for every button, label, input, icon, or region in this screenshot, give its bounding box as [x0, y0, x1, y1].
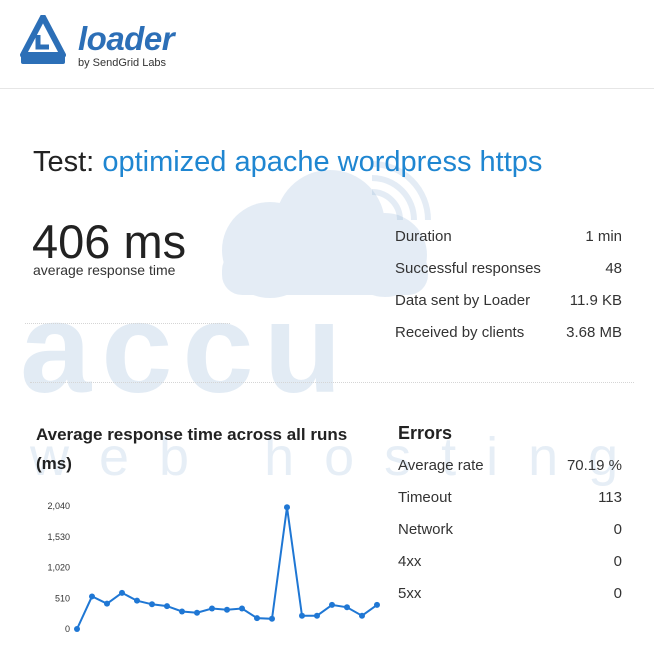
data-point[interactable]: [344, 604, 350, 611]
data-point[interactable]: [104, 600, 110, 607]
stat-row-successful-responses: Successful responses 48: [395, 260, 622, 277]
error-label: Timeout: [398, 489, 452, 506]
data-point[interactable]: [299, 612, 305, 619]
error-row-5xx: 5xx 0: [398, 585, 622, 602]
loader-logo-icon: [20, 15, 66, 64]
errors-title: Errors: [398, 423, 453, 443]
stat-row-received: Received by clients 3.68 MB: [395, 324, 622, 341]
data-point[interactable]: [209, 605, 215, 612]
y-tick-label: 1,530: [47, 532, 70, 542]
header: loader by SendGrid Labs: [0, 0, 654, 89]
stat-row-data-sent: Data sent by Loader 11.9 KB: [395, 292, 622, 309]
stat-row-duration: Duration 1 min: [395, 228, 622, 245]
error-label: 5xx: [398, 585, 422, 602]
test-title: Test: optimized apache wordpress https: [33, 146, 542, 179]
chart-title: Average response time across all runs (m…: [36, 425, 348, 473]
data-point[interactable]: [269, 615, 275, 622]
data-point[interactable]: [359, 612, 365, 619]
response-time-chart: 0 510 1,020 1,530 2,040: [47, 501, 380, 634]
error-value: 113: [598, 489, 622, 506]
data-point[interactable]: [314, 612, 320, 619]
data-point[interactable]: [374, 601, 380, 608]
y-tick-label: 0: [65, 624, 70, 634]
divider: [30, 382, 634, 383]
stat-value: 48: [605, 260, 622, 277]
data-point[interactable]: [179, 608, 185, 615]
data-point[interactable]: [254, 615, 260, 622]
data-point[interactable]: [149, 601, 155, 608]
error-value: 0: [613, 521, 622, 538]
y-tick-label: 2,040: [47, 501, 70, 511]
error-row-4xx: 4xx 0: [398, 553, 622, 570]
stat-value: 1 min: [585, 228, 622, 245]
data-point[interactable]: [89, 593, 95, 600]
data-point[interactable]: [74, 626, 80, 632]
stat-label: Data sent by Loader: [395, 292, 531, 309]
brand-tagline: by SendGrid Labs: [78, 57, 167, 69]
y-tick-label: 1,020: [47, 563, 70, 573]
error-row-average-rate: Average rate 70.19 %: [398, 457, 622, 474]
data-point[interactable]: [224, 606, 230, 613]
stat-label: Received by clients: [395, 324, 525, 341]
error-value: 0: [613, 585, 622, 602]
test-name: optimized apache wordpress https: [102, 146, 543, 178]
error-row-network: Network 0: [398, 521, 622, 538]
data-point[interactable]: [284, 504, 290, 511]
average-response-value: 406 ms: [32, 215, 187, 268]
error-row-timeout: Timeout 113: [398, 489, 622, 506]
error-label: Network: [398, 521, 454, 538]
stat-label: Successful responses: [395, 260, 541, 277]
error-value: 70.19 %: [566, 457, 622, 474]
stat-value: 3.68 MB: [566, 324, 622, 341]
data-point[interactable]: [164, 603, 170, 610]
y-tick-label: 510: [55, 593, 70, 603]
error-value: 0: [613, 553, 622, 570]
watermark-text-accu: accu: [20, 277, 352, 420]
divider: [25, 323, 230, 324]
data-point[interactable]: [194, 609, 200, 616]
error-label: 4xx: [398, 553, 422, 570]
test-label: Test:: [33, 146, 95, 178]
stat-value: 11.9 KB: [569, 292, 622, 309]
average-response-caption: average response time: [33, 262, 176, 278]
data-point[interactable]: [134, 597, 140, 604]
data-point[interactable]: [119, 589, 125, 596]
data-point[interactable]: [239, 605, 245, 612]
error-label: Average rate: [398, 457, 484, 474]
data-point[interactable]: [329, 601, 335, 608]
stat-label: Duration: [395, 228, 452, 245]
brand-name: loader: [78, 20, 175, 57]
